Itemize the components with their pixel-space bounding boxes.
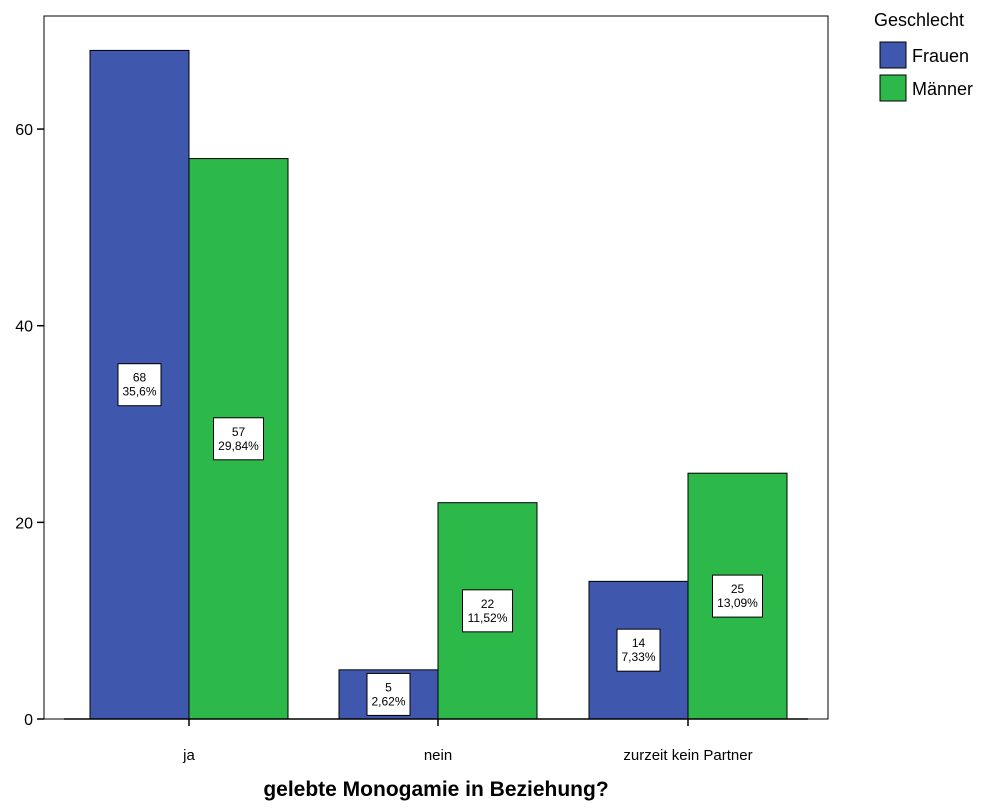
data-label-count: 25 [731,582,745,596]
data-label-count: 22 [481,597,495,611]
legend-swatch-frauen [879,41,907,69]
data-label-frauen-3: 147,33% [616,628,661,672]
legend-title: Geschlecht [874,10,964,30]
data-label-percent: 35,6% [122,385,156,399]
data-label-percent: 13,09% [717,596,758,610]
data-label-percent: 7,33% [621,650,655,664]
legend-label-männer: Männer [912,79,973,99]
bar-frauen-1 [89,49,190,720]
bars-layer [89,49,788,720]
y-tick-label: 40 [15,319,33,336]
data-label-box [616,628,661,672]
data-label-box [213,417,264,461]
data-label-box [366,672,411,716]
y-axis: 0 20 40 60 [15,122,44,729]
legend-swatch-männer [879,74,907,102]
x-axis-label: gelebte Monogamie in Beziehung? [263,778,608,801]
data-label-count: 68 [133,371,147,385]
data-label-box [712,574,763,618]
y-tick-label: 20 [15,515,33,532]
data-label-count: 57 [232,425,246,439]
data-label-percent: 2,62% [371,694,405,708]
data-label-percent: 11,52% [468,611,508,625]
y-tick-label: 60 [15,122,33,139]
data-label-count: 14 [632,636,646,650]
data-label-count: 5 [385,680,392,694]
data-label-box [117,363,162,407]
x-category-label: ja [182,747,195,764]
legend-label-frauen: Frauen [912,46,969,66]
y-tick-label: 0 [24,712,33,729]
x-axis-categories: ja nein zurzeit kein Partner [182,719,753,764]
data-label-percent: 29,84% [218,439,259,453]
x-category-label: nein [424,747,452,764]
legend: Geschlecht Frauen Männer [874,10,973,102]
data-label-frauen-2: 52,62% [366,672,411,716]
data-label-box [462,589,513,633]
x-category-label: zurzeit kein Partner [623,747,752,764]
